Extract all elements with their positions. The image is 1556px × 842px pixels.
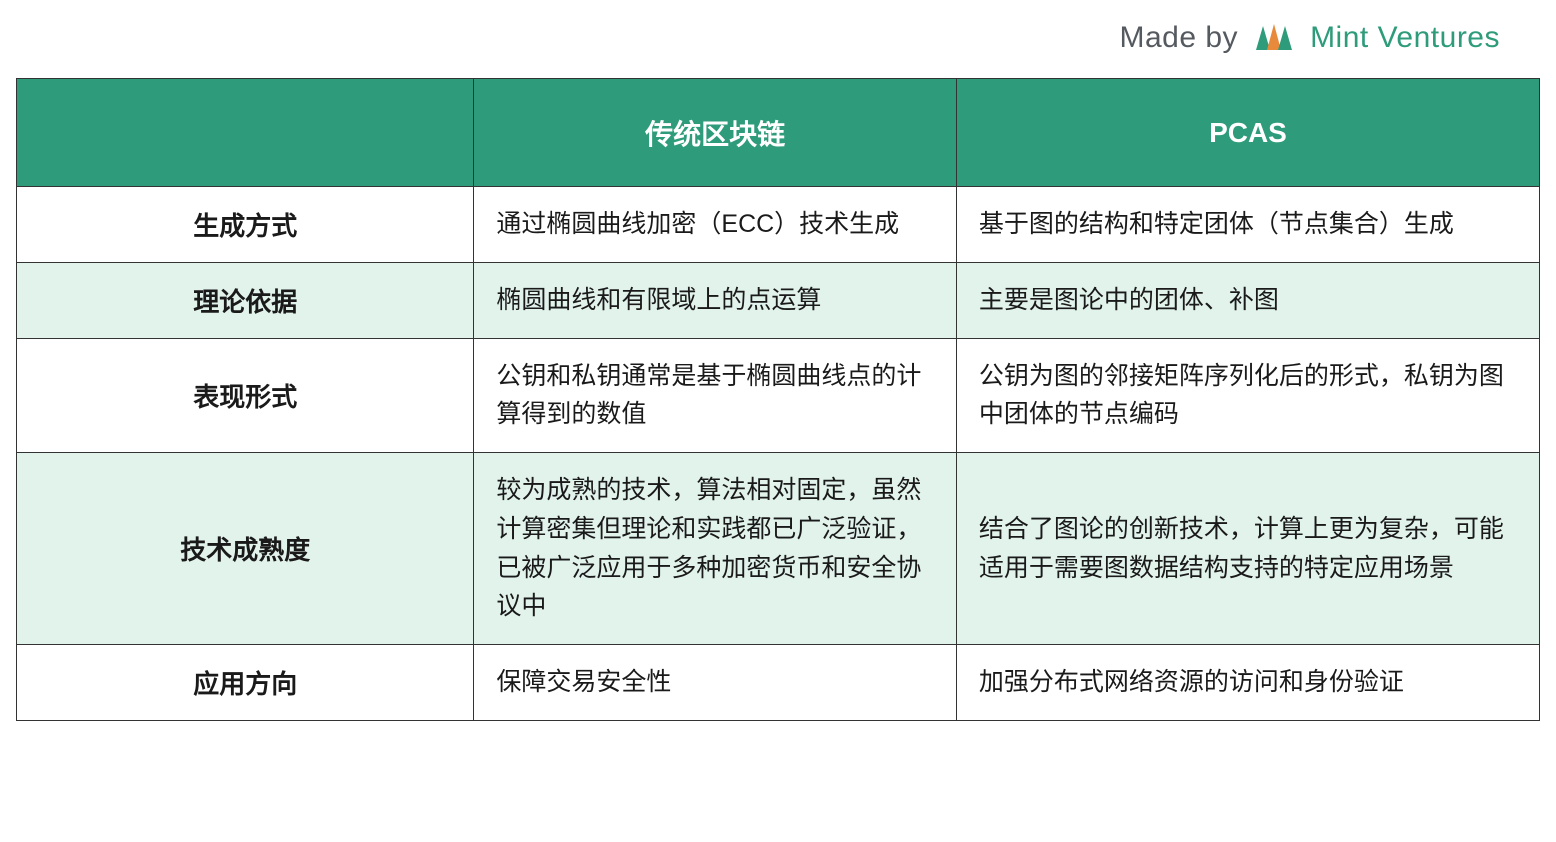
row-label: 理论依据	[17, 262, 474, 338]
brand-name: Mint Ventures	[1310, 21, 1500, 55]
cell-traditional: 椭圆曲线和有限域上的点运算	[474, 262, 957, 338]
cell-pcas: 基于图的结构和特定团体（节点集合）生成	[956, 187, 1539, 263]
cell-pcas: 加强分布式网络资源的访问和身份验证	[956, 645, 1539, 721]
cell-pcas: 公钥为图的邻接矩阵序列化后的形式，私钥为图中团体的节点编码	[956, 338, 1539, 453]
row-label: 生成方式	[17, 187, 474, 263]
header-col-pcas: PCAS	[956, 79, 1539, 187]
row-label: 表现形式	[17, 338, 474, 453]
header-col-traditional: 传统区块链	[474, 79, 957, 187]
attribution-bar: Made by Mint Ventures	[16, 16, 1540, 60]
table-body: 生成方式 通过椭圆曲线加密（ECC）技术生成 基于图的结构和特定团体（节点集合）…	[17, 187, 1540, 721]
mint-ventures-logo-icon	[1252, 16, 1296, 60]
header-row: 传统区块链 PCAS	[17, 79, 1540, 187]
cell-traditional: 较为成熟的技术，算法相对固定，虽然计算密集但理论和实践都已广泛验证，已被广泛应用…	[474, 453, 957, 645]
table-row: 技术成熟度 较为成熟的技术，算法相对固定，虽然计算密集但理论和实践都已广泛验证，…	[17, 453, 1540, 645]
header-corner	[17, 79, 474, 187]
made-by-label: Made by	[1119, 21, 1238, 55]
comparison-table: 传统区块链 PCAS 生成方式 通过椭圆曲线加密（ECC）技术生成 基于图的结构…	[16, 78, 1540, 721]
cell-pcas: 主要是图论中的团体、补图	[956, 262, 1539, 338]
cell-traditional: 保障交易安全性	[474, 645, 957, 721]
row-label: 技术成熟度	[17, 453, 474, 645]
table-row: 生成方式 通过椭圆曲线加密（ECC）技术生成 基于图的结构和特定团体（节点集合）…	[17, 187, 1540, 263]
table-row: 表现形式 公钥和私钥通常是基于椭圆曲线点的计算得到的数值 公钥为图的邻接矩阵序列…	[17, 338, 1540, 453]
row-label: 应用方向	[17, 645, 474, 721]
cell-traditional: 公钥和私钥通常是基于椭圆曲线点的计算得到的数值	[474, 338, 957, 453]
table-row: 理论依据 椭圆曲线和有限域上的点运算 主要是图论中的团体、补图	[17, 262, 1540, 338]
cell-traditional: 通过椭圆曲线加密（ECC）技术生成	[474, 187, 957, 263]
table-row: 应用方向 保障交易安全性 加强分布式网络资源的访问和身份验证	[17, 645, 1540, 721]
cell-pcas: 结合了图论的创新技术，计算上更为复杂，可能适用于需要图数据结构支持的特定应用场景	[956, 453, 1539, 645]
